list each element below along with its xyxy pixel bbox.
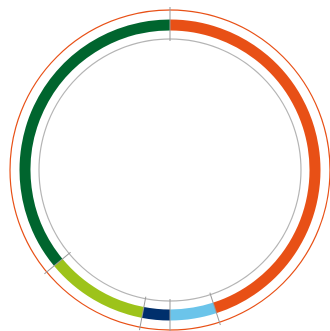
segment-divider-4 — [138, 296, 147, 331]
outer-ring — [9, 9, 330, 331]
segments-group — [19, 19, 321, 321]
donut-segment-4 — [54, 258, 144, 318]
dividers-group — [44, 7, 221, 331]
donut-segment-5 — [19, 19, 171, 266]
segment-divider-2 — [209, 292, 221, 326]
donut-segment-3 — [141, 307, 171, 321]
donut-segment-1 — [169, 19, 321, 314]
donut-segment-2 — [169, 302, 217, 321]
inner-ring — [38, 38, 302, 302]
segment-divider-5 — [44, 251, 71, 275]
